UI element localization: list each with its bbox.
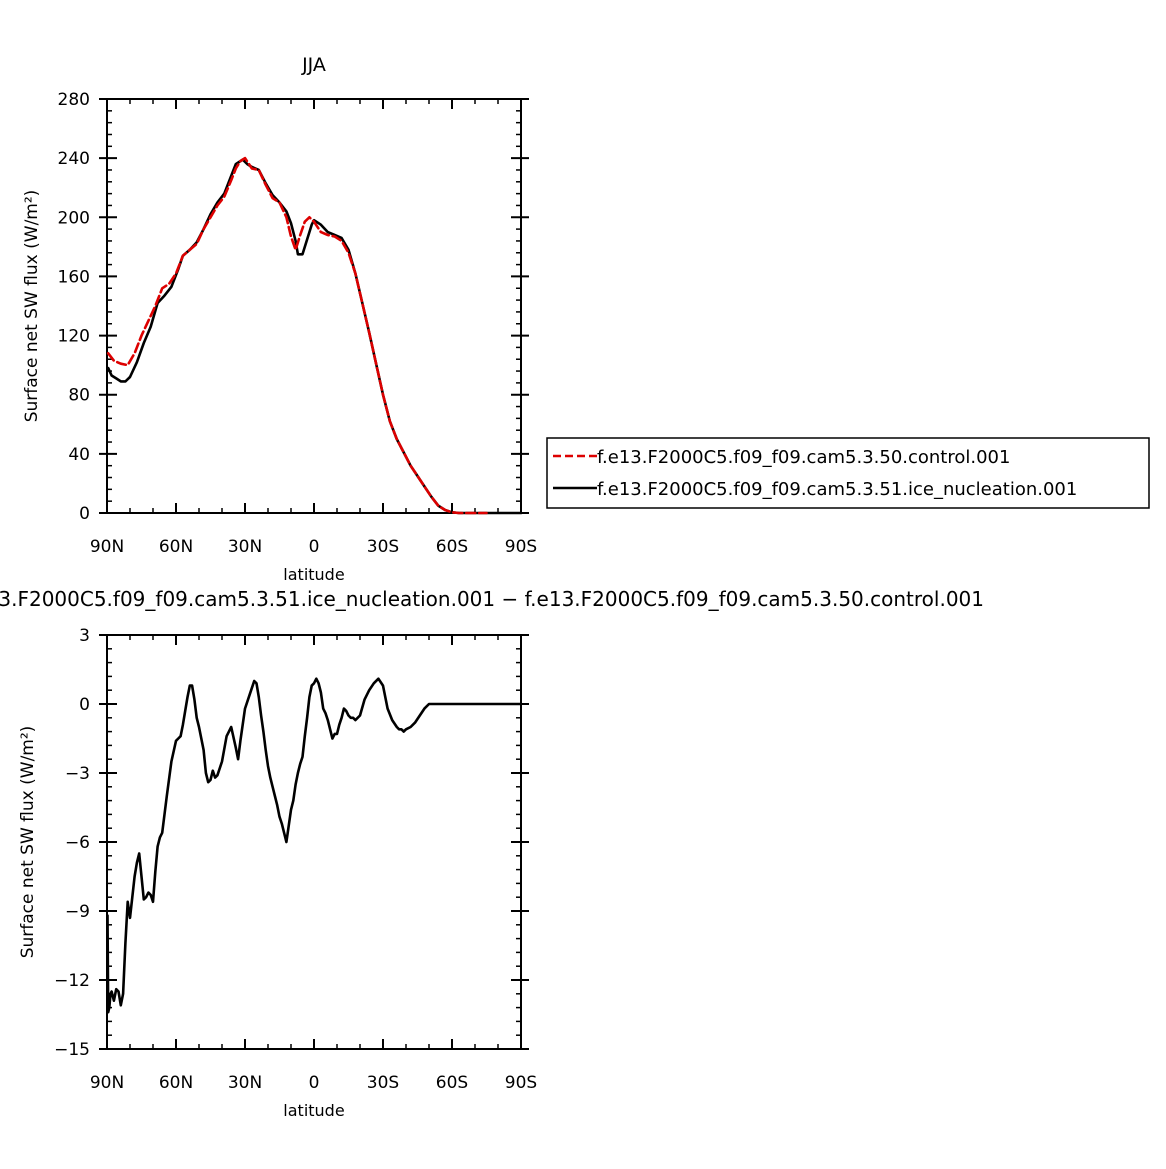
- top-y-tick-label: 40: [68, 445, 90, 465]
- bottom-ticks: [99, 634, 529, 1050]
- top-x-tick-label: 60S: [436, 537, 468, 557]
- bottom-series: [106, 677, 523, 1014]
- legend: f.e13.F2000C5.f09_f09.cam5.3.50.control.…: [546, 437, 1150, 509]
- top-y-tick-label: 80: [68, 386, 90, 406]
- bottom-title: f.e13.F2000C5.f09_f09.cam5.3.51.ice_nucl…: [0, 587, 984, 611]
- bottom-panel: f.e13.F2000C5.f09_f09.cam5.3.51.ice_nucl…: [0, 587, 984, 1120]
- bottom-y-tick-label: 3: [79, 626, 90, 646]
- bottom-x-tick-label: 30N: [228, 1073, 262, 1093]
- top-y-tick-label: 0: [79, 504, 90, 524]
- bottom-y-tick-label: −9: [65, 902, 90, 922]
- top-x-tick-label: 0: [309, 537, 320, 557]
- legend-label-ice-nucleation: f.e13.F2000C5.f09_f09.cam5.3.51.ice_nucl…: [597, 479, 1077, 500]
- bottom-y-tick-label: −3: [65, 764, 90, 784]
- bottom-x-tick-label: 60S: [436, 1073, 468, 1093]
- top-x-tick-labels: 90N 60N 30N 0 30S 60S 90S: [90, 537, 537, 557]
- top-y-tick-label: 160: [58, 267, 90, 287]
- bottom-series-line-0: [106, 677, 523, 1014]
- top-y-tick-label: 200: [58, 208, 90, 228]
- top-series-line-1: [106, 158, 523, 515]
- bottom-x-tick-label: 90S: [505, 1073, 537, 1093]
- bottom-y-tick-label: −6: [65, 833, 90, 853]
- bottom-x-tick-label: 60N: [159, 1073, 193, 1093]
- top-x-tick-label: 90S: [505, 537, 537, 557]
- top-y-tick-labels: 0 40 80 120 160 200 240 280: [58, 90, 90, 524]
- top-series: [106, 156, 523, 515]
- top-title: JJA: [301, 54, 326, 76]
- top-x-tick-label: 30S: [367, 537, 399, 557]
- top-x-tick-label: 60N: [159, 537, 193, 557]
- bottom-y-axis-label: Surface net SW flux (W/m²): [18, 726, 38, 959]
- bottom-x-tick-label: 0: [309, 1073, 320, 1093]
- top-x-tick-label: 90N: [90, 537, 124, 557]
- top-y-axis-label: Surface net SW flux (W/m²): [22, 190, 42, 423]
- bottom-y-tick-labels: −15 −12 −9 −6 −3 0 3: [54, 626, 90, 1060]
- top-x-axis-label: latitude: [283, 565, 344, 584]
- top-x-tick-label: 30N: [228, 537, 262, 557]
- bottom-y-tick-label: 0: [79, 695, 90, 715]
- bottom-y-tick-label: −12: [54, 971, 90, 991]
- bottom-x-axis-label: latitude: [283, 1101, 344, 1120]
- legend-box: [546, 437, 1150, 509]
- top-plot-frame: [106, 98, 522, 514]
- bottom-x-tick-labels: 90N 60N 30N 0 30S 60S 90S: [90, 1073, 537, 1093]
- bottom-x-tick-label: 90N: [90, 1073, 124, 1093]
- top-y-tick-label: 240: [58, 149, 90, 169]
- top-series-line-0: [106, 156, 488, 515]
- top-panel: JJA 90N 60N 30N 0 30S 60S 90S 0 40 80 120 160 200 24…: [22, 54, 537, 584]
- legend-label-control: f.e13.F2000C5.f09_f09.cam5.3.50.control.…: [597, 447, 1010, 468]
- bottom-plot-frame: [106, 634, 522, 1050]
- top-ticks: [99, 98, 529, 514]
- bottom-x-tick-label: 30S: [367, 1073, 399, 1093]
- bottom-y-tick-label: −15: [54, 1040, 90, 1060]
- top-y-tick-label: 120: [58, 327, 90, 347]
- top-y-tick-label: 280: [58, 90, 90, 110]
